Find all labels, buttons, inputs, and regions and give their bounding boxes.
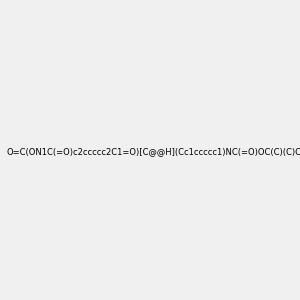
Text: O=C(ON1C(=O)c2ccccc2C1=O)[C@@H](Cc1ccccc1)NC(=O)OC(C)(C)C: O=C(ON1C(=O)c2ccccc2C1=O)[C@@H](Cc1ccccc… bbox=[6, 147, 300, 156]
